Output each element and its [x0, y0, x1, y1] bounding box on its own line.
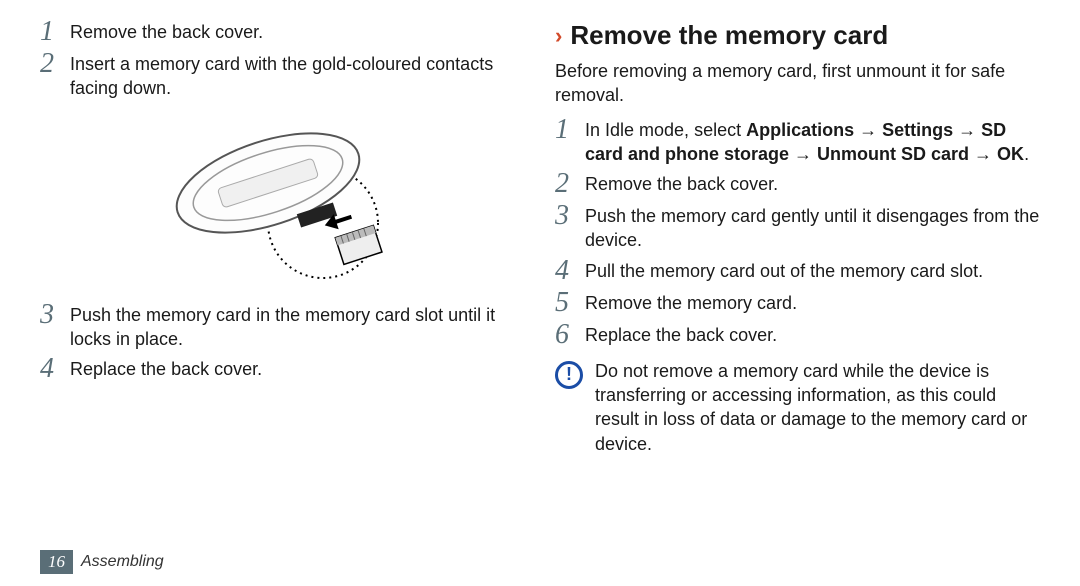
step-number: 6 [555, 321, 585, 349]
right-column: › Remove the memory card Before removing… [555, 20, 1040, 542]
chevron-right-icon: › [555, 23, 562, 49]
step-text-post: . [1024, 144, 1029, 164]
step-item: 5 Remove the memory card. [555, 291, 1040, 317]
step-item: 6 Replace the back cover. [555, 323, 1040, 349]
step-text: Remove the memory card. [585, 291, 1040, 315]
step-text: Insert a memory card with the gold-colou… [70, 52, 525, 101]
manual-page: 1 Remove the back cover. 2 Insert a memo… [0, 0, 1080, 586]
step-number: 2 [555, 170, 585, 198]
step-number: 3 [555, 202, 585, 230]
step-number: 2 [40, 50, 70, 78]
step-text: In Idle mode, select Applications → Sett… [585, 118, 1040, 167]
page-footer: 16 Assembling [40, 542, 1040, 574]
section-name: Assembling [81, 553, 164, 571]
step-text: Replace the back cover. [585, 323, 1040, 347]
step-item: 1 In Idle mode, select Applications → Se… [555, 118, 1040, 167]
step-text: Replace the back cover. [70, 357, 525, 381]
step-number: 1 [40, 18, 70, 46]
step-item: 4 Replace the back cover. [40, 357, 525, 383]
step-number: 4 [555, 257, 585, 285]
step-text: Pull the memory card out of the memory c… [585, 259, 1040, 283]
step-number: 1 [555, 116, 585, 144]
step-text: Remove the back cover. [70, 20, 525, 44]
caution-icon: ! [555, 361, 583, 389]
intro-text: Before removing a memory card, first unm… [555, 59, 1040, 108]
left-column: 1 Remove the back cover. 2 Insert a memo… [40, 20, 525, 542]
step-item: 4 Pull the memory card out of the memory… [555, 259, 1040, 285]
caution-text: Do not remove a memory card while the de… [595, 359, 1040, 456]
step-number: 4 [40, 355, 70, 383]
step-item: 3 Push the memory card gently until it d… [555, 204, 1040, 253]
step-item: 1 Remove the back cover. [40, 20, 525, 46]
heading-text: Remove the memory card [570, 20, 888, 51]
page-number: 16 [40, 550, 73, 574]
step-item: 3 Push the memory card in the memory car… [40, 303, 525, 352]
memory-card [335, 225, 382, 264]
caution-note: ! Do not remove a memory card while the … [555, 359, 1040, 456]
phone-body [164, 113, 371, 252]
step-text: Push the memory card gently until it dis… [585, 204, 1040, 253]
step-text: Push the memory card in the memory card … [70, 303, 525, 352]
phone-sdcard-illustration [158, 113, 408, 293]
illustration-wrap [40, 113, 525, 293]
step-item: 2 Insert a memory card with the gold-col… [40, 52, 525, 101]
step-text: Remove the back cover. [585, 172, 1040, 196]
step-number: 5 [555, 289, 585, 317]
step-item: 2 Remove the back cover. [555, 172, 1040, 198]
step-number: 3 [40, 301, 70, 329]
two-column-layout: 1 Remove the back cover. 2 Insert a memo… [40, 20, 1040, 542]
section-heading: › Remove the memory card [555, 20, 1040, 51]
step-text-pre: In Idle mode, select [585, 120, 746, 140]
